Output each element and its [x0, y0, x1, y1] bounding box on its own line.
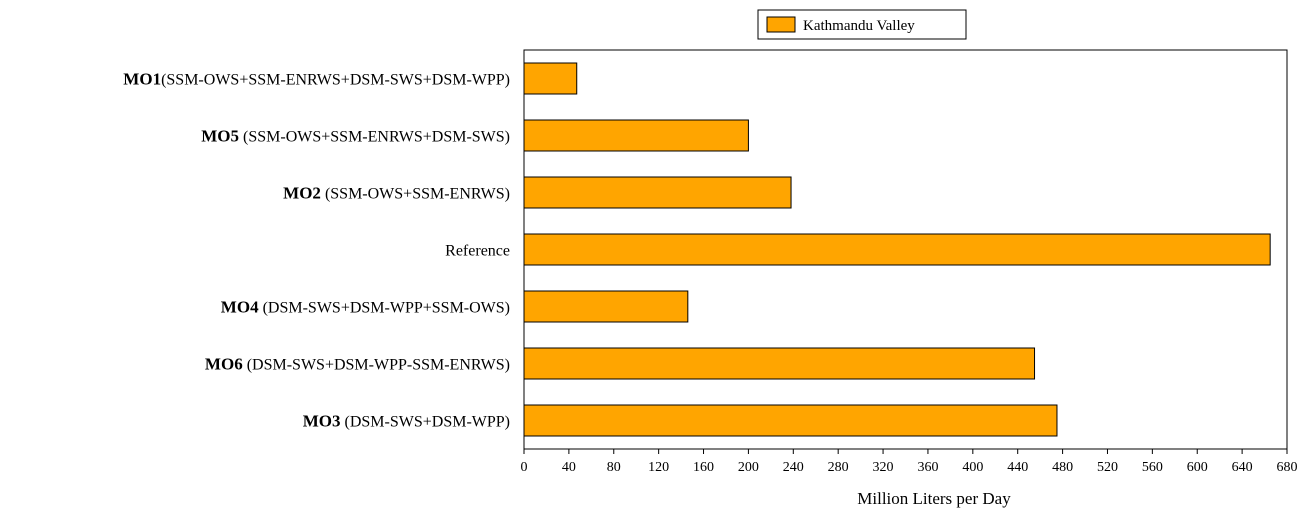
x-tick-label: 160 — [693, 460, 714, 475]
category-description: (SSM-OWS+SSM-ENRWS) — [321, 186, 510, 203]
category-description: Reference — [445, 243, 510, 260]
category-code: MO4 — [221, 298, 259, 317]
category-code: MO6 — [205, 355, 243, 374]
category-description: (DSM-SWS+DSM-WPP) — [341, 414, 511, 431]
x-tick-label: 680 — [1277, 460, 1298, 475]
category-description: (SSM-OWS+SSM-ENRWS+DSM-SWS+DSM-WPP) — [161, 72, 510, 89]
category-label: MO3 (DSM-SWS+DSM-WPP) — [303, 412, 510, 431]
bar-reference — [523, 233, 1271, 266]
x-tick-label: 640 — [1232, 460, 1253, 475]
category-label: MO5 (SSM-OWS+SSM-ENRWS+DSM-SWS) — [201, 127, 510, 146]
category-label: MO6 (DSM-SWS+DSM-WPP-SSM-ENRWS) — [205, 355, 510, 374]
x-tick-label: 480 — [1052, 460, 1073, 475]
y-axis-category-labels: MO1(SSM-OWS+SSM-ENRWS+DSM-SWS+DSM-WPP)MO… — [123, 70, 510, 431]
legend: Kathmandu Valley — [757, 9, 967, 40]
x-tick-label: 80 — [607, 460, 621, 475]
category-code: MO1 — [123, 70, 161, 89]
x-axis-ticks: 0 40 80 120 160 200 240 280 320 360 400 440 480 520 56… — [521, 449, 1298, 475]
x-tick-label: 40 — [562, 460, 576, 475]
x-tick-label: 360 — [917, 460, 938, 475]
category-label: MO1(SSM-OWS+SSM-ENRWS+DSM-SWS+DSM-WPP) — [123, 70, 510, 89]
bar-mo4 — [523, 290, 689, 323]
category-code: MO3 — [303, 412, 341, 431]
category-description: (DSM-SWS+DSM-WPP+SSM-OWS) — [259, 300, 510, 317]
bar-mo3 — [523, 404, 1058, 437]
category-description: (DSM-SWS+DSM-WPP-SSM-ENRWS) — [243, 357, 510, 374]
bar-mo6 — [523, 347, 1036, 380]
x-tick-label: 520 — [1097, 460, 1118, 475]
x-tick-label: 120 — [648, 460, 669, 475]
category-label: MO2 (SSM-OWS+SSM-ENRWS) — [283, 184, 510, 203]
category-code: MO2 — [283, 184, 321, 203]
category-label: Reference — [445, 243, 510, 260]
x-tick-label: 0 — [521, 460, 528, 475]
x-tick-label: 400 — [962, 460, 983, 475]
x-tick-label: 200 — [738, 460, 759, 475]
bar-mo5 — [523, 119, 749, 152]
x-tick-label: 440 — [1007, 460, 1028, 475]
x-tick-label: 240 — [783, 460, 804, 475]
legend-swatch — [766, 16, 796, 33]
x-tick-label: 560 — [1142, 460, 1163, 475]
bar-mo1 — [523, 62, 578, 95]
x-tick-label: 600 — [1187, 460, 1208, 475]
bar-mo2 — [523, 176, 792, 209]
x-tick-label: 280 — [828, 460, 849, 475]
legend-label: Kathmandu Valley — [803, 18, 915, 34]
bars-group — [523, 62, 1271, 437]
x-axis-title: Million Liters per Day — [857, 489, 1011, 508]
category-label: MO4 (DSM-SWS+DSM-WPP+SSM-OWS) — [221, 298, 510, 317]
x-tick-label: 320 — [873, 460, 894, 475]
category-description: (SSM-OWS+SSM-ENRWS+DSM-SWS) — [239, 129, 510, 146]
category-code: MO5 — [201, 127, 239, 146]
